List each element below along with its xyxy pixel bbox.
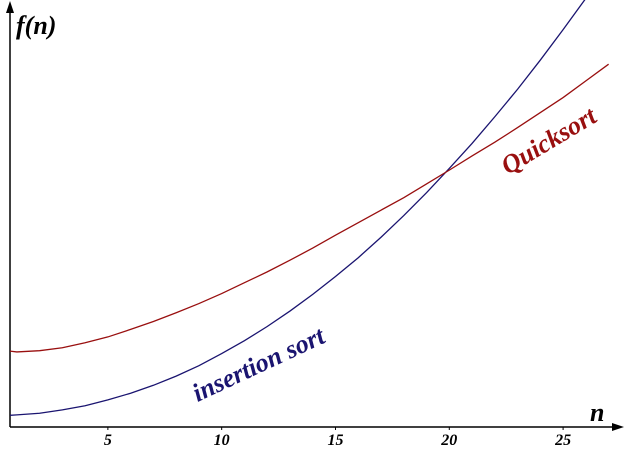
x-tick-label: 20 xyxy=(440,432,457,449)
x-tick-label: 10 xyxy=(214,432,230,449)
x-tick-label: 15 xyxy=(327,432,343,449)
x-tick-label: 25 xyxy=(554,432,571,449)
series-line xyxy=(10,0,586,416)
y-axis-label: f(n) xyxy=(16,11,56,40)
x-tick-label: 5 xyxy=(104,432,112,449)
series-label: Quicksort xyxy=(496,101,602,181)
x-axis-arrow xyxy=(612,423,624,431)
series-line xyxy=(10,63,610,353)
series-label: insertion sort xyxy=(188,321,330,408)
x-axis-label: n xyxy=(590,398,604,427)
y-axis-arrow xyxy=(6,1,14,13)
